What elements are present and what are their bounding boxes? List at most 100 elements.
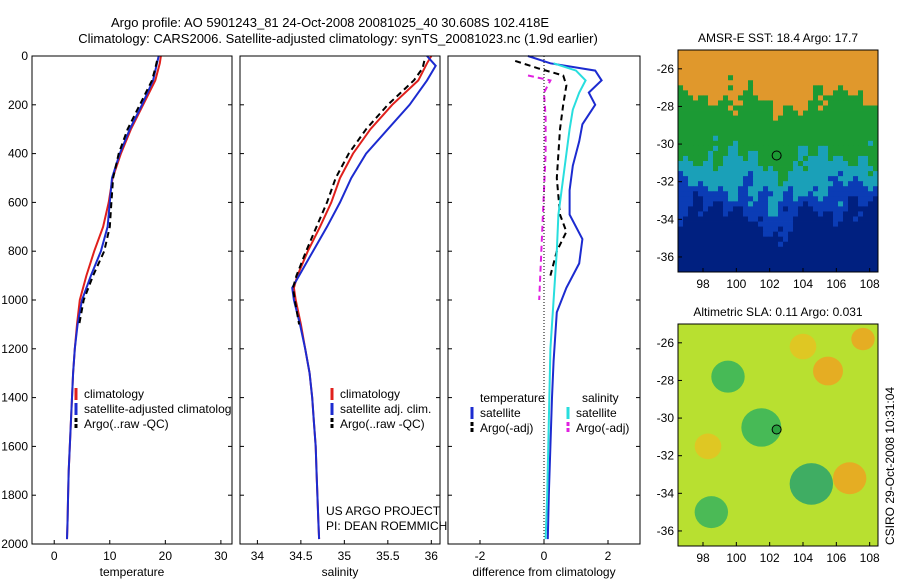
sst-cell bbox=[728, 70, 734, 76]
sst-cell bbox=[833, 95, 839, 101]
sst-cell bbox=[818, 246, 824, 253]
sst-cell bbox=[693, 110, 699, 116]
sst-cell bbox=[813, 261, 819, 268]
sst-cell bbox=[843, 241, 849, 248]
sst-cell bbox=[798, 95, 804, 101]
sst-cell bbox=[773, 251, 779, 258]
sst-cell bbox=[738, 130, 744, 137]
sst-cell bbox=[783, 115, 789, 122]
sst-cell bbox=[728, 171, 734, 177]
sst-cell bbox=[748, 236, 754, 243]
sst-cell bbox=[748, 115, 754, 122]
sst-cell bbox=[853, 90, 859, 96]
sst-cell bbox=[813, 110, 819, 116]
sst-cell bbox=[873, 216, 878, 222]
sst-cell bbox=[758, 70, 764, 76]
sst-cell bbox=[803, 75, 809, 81]
sst-cell bbox=[713, 261, 719, 268]
sst-cell bbox=[768, 70, 774, 76]
sst-cell bbox=[828, 166, 834, 172]
salinity-panel: 34 34.5 35 35.5 36salinityclimatologysatelli… bbox=[239, 55, 441, 579]
sst-cell bbox=[728, 140, 734, 147]
sst-cell bbox=[693, 181, 699, 187]
sst-cell bbox=[798, 90, 804, 96]
sst-cell bbox=[793, 206, 799, 212]
sst-cell bbox=[783, 85, 789, 91]
sst-cell bbox=[783, 181, 789, 187]
sst-cell bbox=[808, 70, 814, 76]
sst-cell bbox=[678, 211, 684, 217]
sst-cell bbox=[733, 251, 739, 258]
sst-cell bbox=[873, 155, 878, 162]
sst-cell bbox=[798, 221, 804, 227]
sst-cell bbox=[778, 196, 784, 202]
sst-cell bbox=[683, 181, 689, 187]
sst-cell bbox=[753, 155, 759, 162]
sst-cell bbox=[678, 120, 684, 127]
sst-cell bbox=[713, 150, 719, 157]
sst-cell bbox=[753, 191, 759, 197]
sst-cell bbox=[708, 70, 714, 76]
sst-cell bbox=[773, 135, 779, 142]
series-line-difference-1 bbox=[514, 59, 568, 276]
sst-cell bbox=[743, 155, 749, 162]
sst-cell bbox=[703, 80, 709, 86]
sst-cell bbox=[748, 70, 754, 76]
sst-cell bbox=[848, 130, 854, 137]
sst-cell bbox=[793, 161, 799, 167]
sst-cell bbox=[788, 70, 794, 76]
sst-cell bbox=[698, 150, 704, 157]
sst-cell bbox=[823, 70, 829, 76]
sst-cell bbox=[708, 100, 714, 106]
sst-cell bbox=[738, 60, 744, 66]
sst-cell bbox=[858, 115, 864, 122]
sst-cell bbox=[768, 145, 774, 152]
sst-cell bbox=[773, 65, 779, 71]
sst-cell bbox=[843, 256, 849, 263]
sst-cell bbox=[813, 221, 819, 227]
sst-cell bbox=[808, 211, 814, 217]
sst-cell bbox=[733, 80, 739, 86]
sst-cell bbox=[713, 206, 719, 212]
sst-cell bbox=[753, 261, 759, 268]
x-tick-label-salinity-3: 35.5 bbox=[376, 549, 400, 563]
sst-cell bbox=[763, 85, 769, 91]
sst-cell bbox=[683, 50, 689, 56]
sst-cell bbox=[818, 90, 824, 96]
sst-cell bbox=[778, 181, 784, 187]
sst-cell bbox=[843, 150, 849, 157]
sst-cell bbox=[758, 140, 764, 147]
sst-cell bbox=[698, 100, 704, 106]
sst-cell bbox=[813, 186, 819, 192]
sst-cell bbox=[758, 241, 764, 248]
sst-cell bbox=[873, 55, 878, 61]
sst-cell bbox=[763, 181, 769, 187]
sst-cell bbox=[798, 55, 804, 61]
sst-cell bbox=[778, 120, 784, 127]
sst-cell bbox=[703, 90, 709, 96]
sst-cell bbox=[833, 231, 839, 238]
sst-cell bbox=[758, 80, 764, 86]
sst-cell bbox=[688, 100, 694, 106]
sst-cell bbox=[748, 176, 754, 182]
sst-cell bbox=[768, 256, 774, 263]
series-line-salinity-1 bbox=[291, 55, 437, 540]
sst-cell bbox=[763, 186, 769, 192]
sst-cell bbox=[748, 50, 754, 56]
sst-cell bbox=[783, 251, 789, 258]
sst-cell bbox=[793, 85, 799, 91]
sst-cell bbox=[738, 201, 744, 207]
sst-cell bbox=[783, 70, 789, 76]
sst-cell bbox=[828, 110, 834, 116]
sst-cell bbox=[783, 236, 789, 243]
sst-cell bbox=[708, 50, 714, 56]
sst-cell bbox=[873, 135, 878, 142]
sst-cell bbox=[828, 100, 834, 106]
sst-cell bbox=[798, 256, 804, 263]
sst-cell bbox=[688, 216, 694, 222]
sst-cell bbox=[743, 256, 749, 263]
sst-cell bbox=[753, 231, 759, 238]
sst-cell bbox=[718, 70, 724, 76]
sst-cell bbox=[798, 150, 804, 157]
sst-cell bbox=[688, 70, 694, 76]
